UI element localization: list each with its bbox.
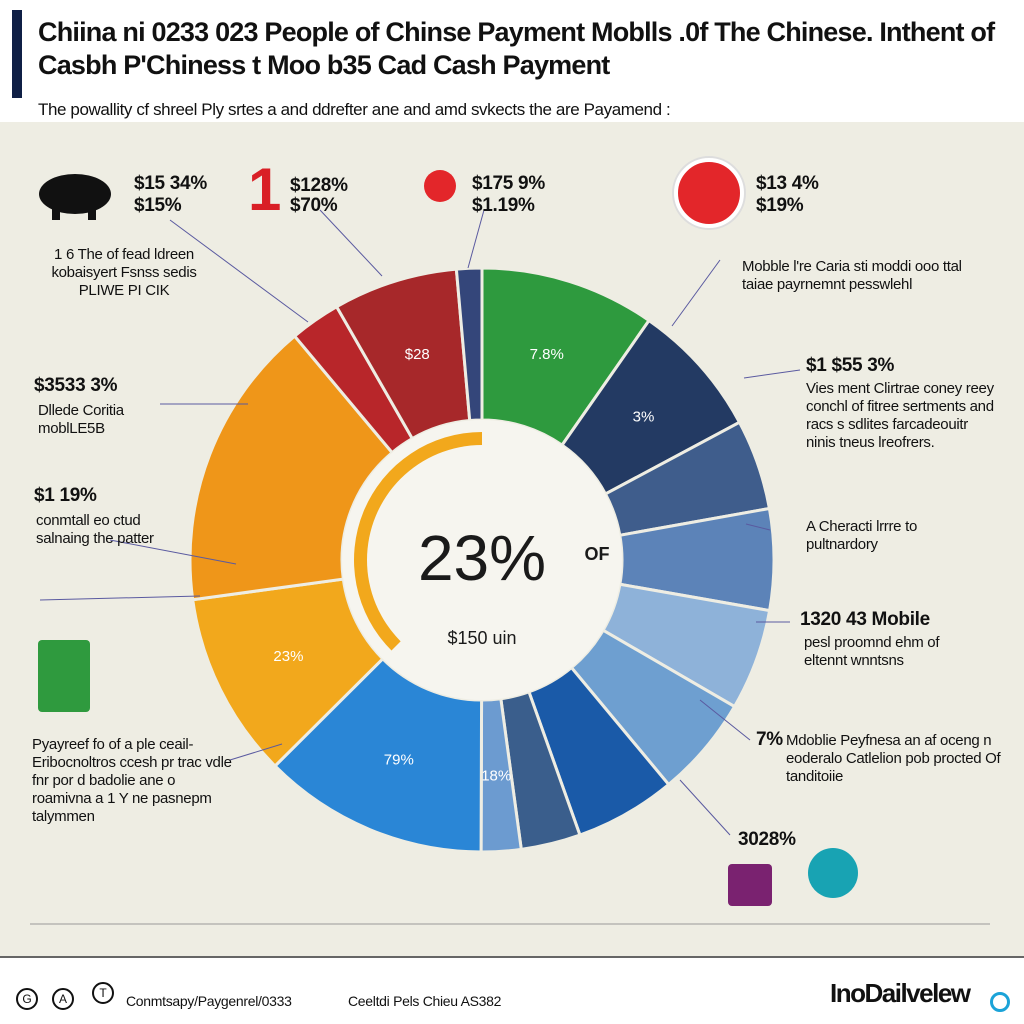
callout-value: $175 9% — [472, 173, 545, 194]
callout-value: 7% — [756, 729, 783, 750]
bag-icon — [728, 864, 772, 906]
brand-icon — [990, 992, 1010, 1012]
attribution-icon: A — [52, 988, 74, 1010]
callout-value: $1 19% — [34, 485, 97, 506]
callout-text: Mdoblie Peyfnesa an af oceng n eoderalo … — [786, 732, 1001, 785]
credits-text: Conmtsapy/Paygenrel/0333 — [126, 993, 292, 1009]
footer: G A T Conmtsapy/Paygenrel/0333 Ceeltdi P… — [0, 956, 1024, 1024]
callout-value: $13 4% — [756, 173, 819, 194]
callout-text: 1 6 The of fead ldreen kobaisyert Fsnss … — [51, 246, 197, 299]
accent-bar — [12, 10, 22, 98]
callout-text: Dllede Coritia moblLE5B — [38, 402, 124, 437]
leader-line — [467, 209, 485, 269]
callout-sub: $19% — [756, 195, 804, 216]
center-sub-label: $150 uin — [447, 628, 516, 648]
slice-label: 23% — [273, 648, 303, 665]
leader-line — [699, 699, 751, 741]
callout-sub: $1.19% — [472, 195, 535, 216]
brand-logo[interactable]: InoDailvelew — [830, 978, 971, 1008]
callout-text: Mobble l're Caria sti moddi ooo ttal tai… — [742, 258, 962, 293]
callout-value: 1320 43 Mobile — [800, 609, 930, 630]
coin-icon — [808, 848, 858, 898]
leader-line — [745, 523, 771, 531]
leader-line — [229, 743, 283, 761]
leader-line — [743, 369, 801, 379]
source-text: Ceeltdi Pels Chieu AS382 — [348, 993, 502, 1009]
callout-value: $3533 3% — [34, 375, 118, 396]
subtitle: The powallity cf shreel Ply srtes a and … — [38, 100, 671, 119]
page-title: Chiina ni 0233 023 People of Chinse Paym… — [38, 17, 995, 80]
trademark-icon: T — [92, 982, 114, 1004]
yuan-icon — [674, 158, 744, 228]
slice-label: 79% — [384, 751, 414, 768]
slice-label: $28 — [405, 346, 430, 363]
slice-label: 18% — [481, 768, 511, 785]
copyright-icon: G — [16, 988, 38, 1010]
pig-icon — [30, 162, 120, 227]
number-one-icon: 1 — [248, 156, 282, 223]
leader-line — [671, 259, 721, 327]
callout-sub: $15% — [134, 195, 182, 216]
callout-text: conmtall eo ctud salnaing the patter — [36, 512, 154, 547]
leader-line — [109, 539, 237, 565]
leader-line — [679, 779, 731, 836]
slice-label: 7.8% — [530, 346, 564, 363]
center-label: 23% — [418, 522, 546, 594]
inner-circle — [367, 445, 597, 675]
callout-text: Vies ment Clirtrae coney reey conchl of … — [806, 380, 994, 451]
payment-app-icon — [424, 170, 456, 202]
callout-text: Pyayreef fo of a ple ceail-Eribocnoltros… — [32, 736, 232, 825]
leader-line — [39, 595, 201, 601]
callout-value: $15 34% — [134, 173, 207, 194]
callout-value: $128% — [290, 175, 348, 196]
callout-value: 3028% — [738, 829, 796, 850]
callout-sub: $70% — [290, 195, 338, 216]
callout-value: $1 $55 3% — [806, 355, 895, 376]
slice-label: 3% — [633, 409, 655, 426]
center-side-label: OF — [585, 544, 610, 564]
callout-text: A Cheracti lrrre to pultnardory — [806, 518, 918, 553]
header: Chiina ni 0233 023 People of Chinse Paym… — [0, 0, 1024, 122]
callout-text: pesl proomnd ehm of eltennt wnntsns — [804, 634, 940, 669]
leader-line — [169, 219, 309, 323]
wallet-icon — [38, 640, 90, 712]
leader-line — [319, 209, 383, 277]
